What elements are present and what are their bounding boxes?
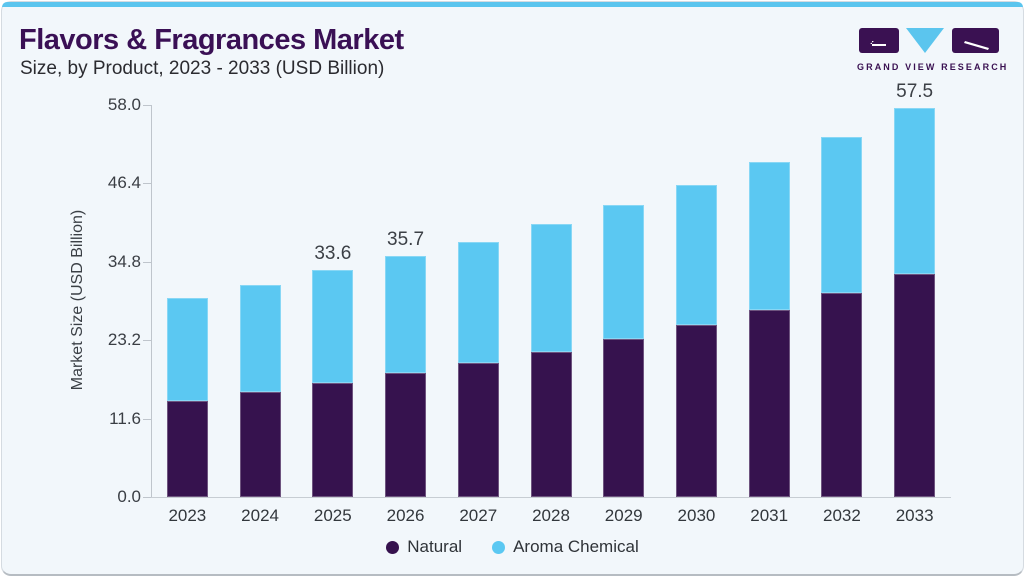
bar-segment-aroma-chemical — [239, 285, 281, 393]
bar-segment-natural — [603, 338, 645, 497]
x-tick-label: 2029 — [604, 506, 643, 525]
legend-item-natural: Natural — [386, 537, 462, 557]
bar-segment-aroma-chemical — [821, 136, 863, 293]
y-tick-label: 58.0 — [107, 95, 141, 114]
gvr-logo: GRAND VIEW RESEARCH — [857, 28, 1009, 72]
y-tick-label: 11.6 — [109, 408, 141, 428]
bar-segment-natural — [821, 292, 863, 497]
x-tick-label: 2030 — [677, 506, 716, 525]
bar-segment-natural — [457, 363, 499, 497]
bar-segment-natural — [675, 324, 717, 497]
bar-segment-natural — [312, 382, 354, 497]
bar-segment-aroma-chemical — [603, 205, 645, 339]
bar-segment-aroma-chemical — [748, 161, 790, 310]
x-tick-label: 2028 — [532, 506, 570, 525]
x-tick-label: 2026 — [386, 506, 425, 525]
y-axis-spine — [151, 105, 152, 498]
gvr-logo-icon — [859, 28, 999, 53]
y-tick-mark — [143, 340, 151, 342]
bar-segment-natural — [748, 309, 790, 497]
bar-total-label: 57.5 — [896, 81, 934, 103]
legend-item-aroma-chemical: Aroma Chemical — [492, 537, 639, 557]
y-tick-mark — [143, 261, 151, 263]
bar-segment-aroma-chemical — [894, 108, 936, 274]
bar-segment-natural — [239, 392, 281, 497]
x-tick-label: 2025 — [313, 506, 352, 525]
bar-segment-natural — [894, 273, 936, 497]
y-tick-mark — [143, 418, 151, 420]
bar-segment-aroma-chemical — [385, 255, 427, 374]
gvr-logo-text: GRAND VIEW RESEARCH — [857, 62, 1009, 72]
x-tick-label: 2023 — [168, 506, 207, 525]
y-axis-title: Market Size (USD Billion) — [69, 209, 86, 391]
top-accent-bar — [2, 2, 1023, 7]
y-tick-label: 46.4 — [107, 173, 141, 193]
legend-dot-aroma-chemical-icon — [492, 540, 506, 554]
legend: Natural Aroma Chemical — [2, 537, 1023, 557]
bar-segment-natural — [385, 373, 427, 497]
bar-segment-aroma-chemical — [675, 184, 717, 325]
y-tick-label: 23.2 — [107, 330, 141, 350]
x-tick-label: 2032 — [822, 506, 861, 525]
y-tick-label: 34.8 — [107, 251, 141, 271]
x-tick-label: 2033 — [895, 506, 934, 525]
y-tick-mark — [143, 183, 151, 185]
bar-total-label: 35.7 — [387, 228, 425, 250]
x-tick-label: 2024 — [241, 506, 279, 525]
bar-segment-aroma-chemical — [312, 269, 354, 383]
bar-segment-aroma-chemical — [457, 241, 499, 364]
x-tick-label: 2027 — [459, 506, 498, 525]
bar-segment-natural — [166, 401, 208, 497]
legend-label-natural: Natural — [407, 537, 463, 556]
x-axis-line — [151, 497, 951, 498]
bar-segment-aroma-chemical — [166, 298, 208, 401]
y-tick-label: 0.0 — [117, 487, 141, 506]
bar-segment-natural — [530, 351, 572, 497]
bar-segment-aroma-chemical — [530, 223, 572, 352]
bar-total-label: 33.6 — [314, 242, 352, 264]
y-tick-mark — [143, 105, 151, 106]
x-tick-label: 2031 — [750, 506, 789, 525]
legend-label-aroma-chemical: Aroma Chemical — [513, 537, 639, 556]
page-subtitle: Size, by Product, 2023 - 2033 (USD Billi… — [20, 58, 385, 79]
page-title: Flavors & Fragrances Market — [19, 24, 404, 56]
legend-dot-natural-icon — [386, 540, 400, 554]
y-tick-mark — [143, 497, 151, 498]
